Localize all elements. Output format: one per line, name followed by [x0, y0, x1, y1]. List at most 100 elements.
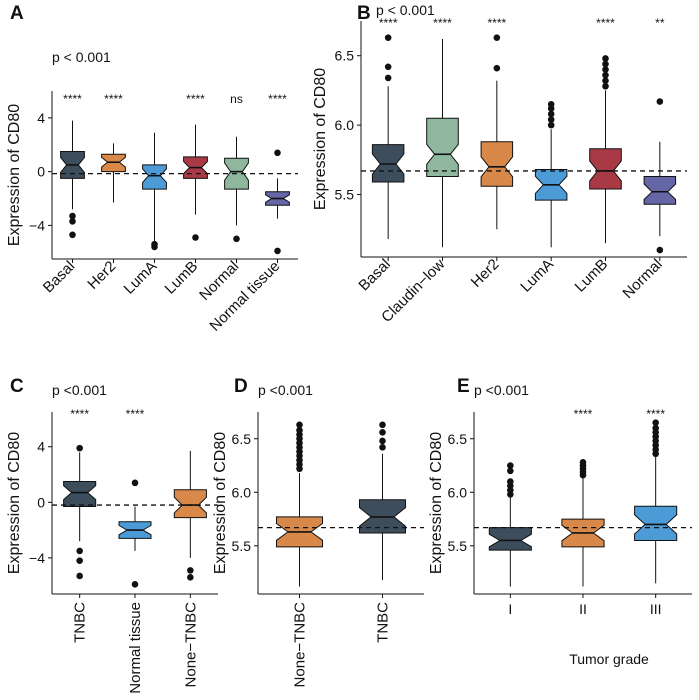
outlier-point [384, 74, 392, 82]
x-tick-label: None−TNBC [292, 602, 309, 688]
significance-label: **** [126, 407, 145, 421]
significance-label: **** [186, 92, 205, 106]
panel-a: Ap < 0.001 4 0 −4 Expression of CD80 **** Basa… [6, 3, 298, 335]
outlier-point [379, 429, 386, 436]
x-tick-label: Basal [355, 256, 394, 295]
outlier-point [656, 246, 664, 254]
outlier-point [547, 121, 555, 129]
box-tnbc: TNBC [359, 421, 406, 643]
y-axis-label: Expression of CD80 [428, 432, 445, 574]
box-basal: **** Basal [355, 16, 405, 295]
outlier-point [493, 64, 501, 72]
x-tick-label: LumA [517, 256, 557, 296]
p-value-label: p < 0.001 [376, 2, 435, 18]
outlier-point [602, 77, 609, 84]
x-tick-label: II [579, 601, 587, 617]
box-body [480, 141, 514, 187]
significance-label: **** [104, 92, 123, 106]
significance-label: **** [268, 92, 287, 106]
significance-label: **** [63, 92, 82, 106]
y-axis-label: Expression of CD80 [6, 104, 23, 246]
significance-label: **** [596, 16, 615, 30]
outlier-point [602, 55, 609, 62]
outlier-point [656, 98, 664, 105]
box-normal: ** Normal [619, 16, 677, 302]
box-tnbc: **** TNBC [63, 407, 97, 643]
outlier-point [652, 424, 659, 432]
p-value-label: p <0.001 [258, 382, 313, 398]
x-axis-label: Tumor grade [569, 651, 649, 667]
y-tick-label: 0 [37, 494, 45, 510]
box-lumb: ****LumB [162, 92, 208, 298]
x-tick-label: LumA [121, 258, 161, 298]
significance-label: **** [574, 407, 593, 421]
x-tick-label: None−TNBC [182, 602, 199, 688]
significance-label: **** [646, 407, 665, 421]
outlier-point [547, 116, 555, 123]
box-luma: LumA [517, 100, 568, 296]
outlier-point [602, 66, 609, 73]
box-i: I [488, 462, 532, 617]
outlier-point [379, 444, 386, 451]
outlier-point [69, 218, 76, 225]
x-tick-label: TNBC [375, 602, 392, 643]
significance-label: **** [379, 16, 398, 30]
box-body [589, 148, 622, 190]
y-tick-label: 6.5 [335, 48, 355, 64]
y-tick-label: 6.5 [448, 431, 468, 447]
outlier-point [296, 426, 303, 434]
outlier-point [69, 212, 76, 220]
outlier-point [379, 421, 386, 429]
y-axis-label: Expression of CD80 [212, 432, 229, 574]
y-axis-label: Expression of CD80 [6, 432, 23, 574]
x-tick-label: Her2 [84, 258, 119, 293]
outlier-point [602, 60, 609, 68]
x-tick-label: Normal [619, 256, 665, 302]
significance-label: ns [230, 92, 243, 106]
panel-letter: B [357, 3, 371, 24]
x-tick-label: Her2 [468, 256, 503, 291]
outlier-point [507, 478, 514, 485]
box-body [634, 505, 678, 541]
box-ii: **** II [561, 407, 605, 617]
outlier-point [384, 63, 392, 71]
significance-label: **** [487, 16, 506, 30]
outlier-point [69, 231, 76, 239]
outlier-point [579, 459, 587, 466]
outlier-point [652, 419, 659, 427]
outlier-point [507, 467, 514, 475]
x-tick-label: LumB [572, 256, 612, 296]
outlier-point [76, 444, 83, 452]
significance-label: **** [70, 407, 89, 421]
y-tick-label: 5.5 [335, 187, 355, 203]
y-tick-label: −4 [29, 550, 45, 566]
outlier-point [131, 580, 139, 588]
significance-label: **** [433, 16, 452, 30]
outlier-point [187, 574, 194, 581]
box-body [643, 176, 677, 205]
panel-letter: E [457, 376, 470, 397]
outlier-point [547, 110, 555, 118]
x-tick-label: III [650, 601, 662, 617]
box-her2: **** Her2 [84, 92, 126, 293]
y-tick-label: 5.5 [448, 538, 468, 554]
outlier-point [602, 82, 609, 90]
box-body [63, 481, 97, 507]
significance-label: ** [655, 16, 665, 30]
outlier-point [547, 100, 555, 108]
box-none-tnbc: None−TNBC [173, 450, 207, 688]
box-body [426, 117, 459, 177]
p-value-label: p <0.001 [474, 382, 529, 398]
box-normal-tissue: ****Normal tissue [206, 92, 290, 335]
outlier-point [379, 437, 386, 445]
y-axis-label: Expression of CD80 [312, 68, 329, 210]
y-tick-label: −4 [29, 217, 45, 233]
box-her2: **** Her2 [468, 16, 514, 291]
p-value-label: p <0.001 [52, 382, 107, 398]
